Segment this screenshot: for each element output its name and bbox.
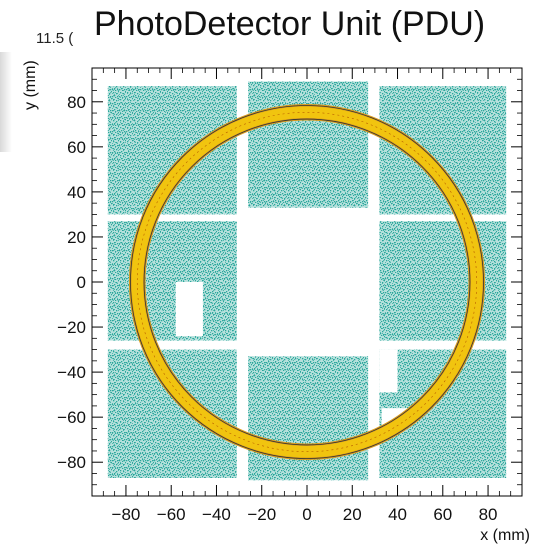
y-tick-label: 20 (67, 228, 86, 247)
y-tick-label: 0 (77, 273, 86, 292)
ring-inner-edge (143, 118, 471, 446)
ring-center-line (136, 111, 478, 453)
ring-layer (128, 103, 486, 461)
sensor-tile-5 (379, 221, 507, 341)
page-title: PhotoDetector Unit (PDU) (94, 5, 486, 43)
sensor-tiles-layer (107, 81, 507, 481)
y-tick-label: 60 (67, 138, 86, 157)
sensor-tile-2 (248, 81, 369, 208)
x-tick-label: 20 (343, 505, 362, 524)
tile-gap-1 (175, 282, 203, 337)
tile-gap-2 (379, 349, 398, 393)
y-tick-label: −40 (57, 363, 86, 382)
x-tick-label: 40 (388, 505, 407, 524)
x-tick-label: −60 (157, 505, 186, 524)
sensor-tile-6 (107, 349, 237, 478)
y-tick-label: 80 (67, 93, 86, 112)
axes-layer: −80 −60 −40 −20 0 20 40 60 80 −80 −60 −40 −20 0 20 40 60… (57, 67, 523, 524)
subtitle-occlusion (82, 30, 502, 48)
y-tick-label: −20 (57, 318, 86, 337)
y-axis-label: y (mm) (22, 60, 39, 110)
y-tick-label: −80 (57, 453, 86, 472)
x-axis-label: x (mm) (480, 527, 530, 544)
sensor-tile-4 (107, 221, 237, 341)
sensor-tile-7 (248, 356, 369, 481)
x-tick-label: 0 (302, 505, 311, 524)
subtitle-partial: 11.5 ( (36, 30, 74, 47)
x-tick-label: −80 (112, 505, 141, 524)
x-tick-label: 60 (433, 505, 452, 524)
x-tick-label: 80 (479, 505, 498, 524)
sensor-tile-1 (107, 86, 237, 215)
x-tick-label: −20 (247, 505, 276, 524)
x-tick-label: −40 (202, 505, 231, 524)
y-tick-label: −60 (57, 408, 86, 427)
window-edge-shadow (0, 52, 12, 152)
ring-outer-edge (130, 105, 484, 459)
sensor-tile-3 (379, 86, 507, 215)
y-tick-label: 40 (67, 183, 86, 202)
